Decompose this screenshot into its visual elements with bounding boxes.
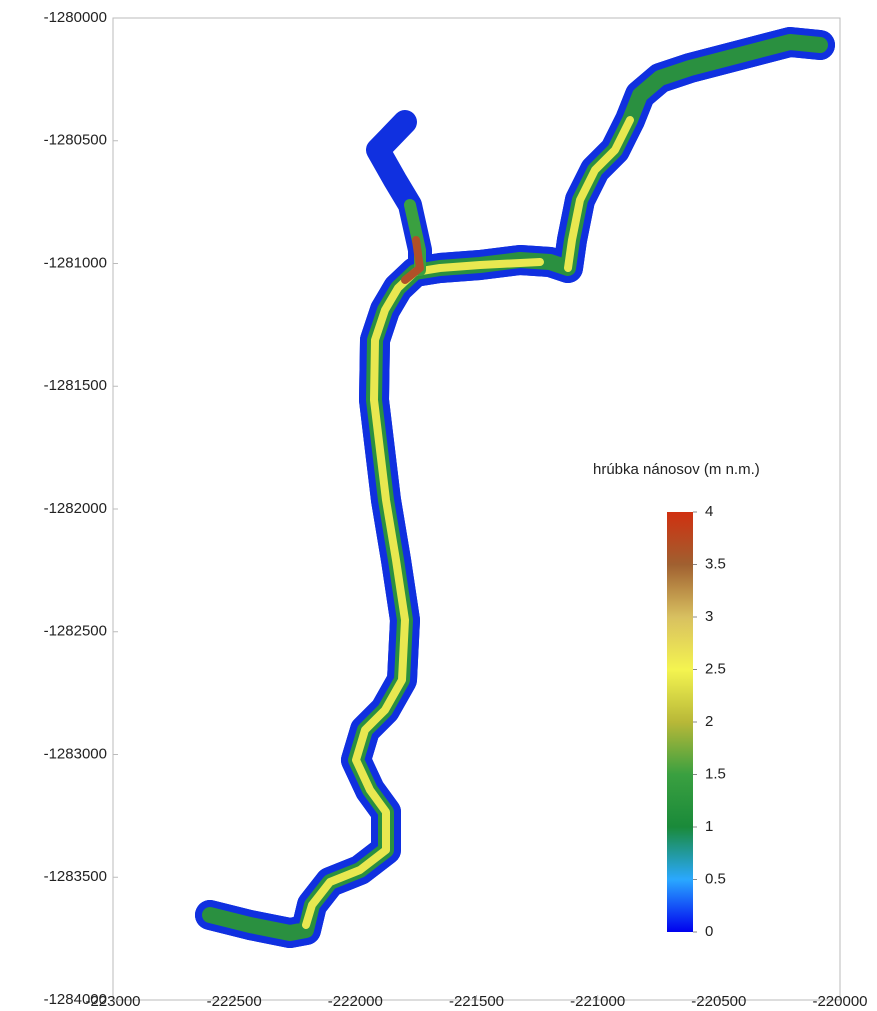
y-tick-label: -1283000 [44,745,107,762]
x-tick-label: -221500 [449,993,504,1010]
y-tick-label: -1281000 [44,254,107,271]
colorbar-tick-label: 1.5 [705,765,726,782]
y-tick-label: -1282500 [44,623,107,640]
colorbar-tick-label: 0.5 [705,870,726,887]
colorbar-title: hrúbka nánosov (m n.m.) [593,461,760,478]
colorbar-tick-label: 0 [705,923,713,940]
y-tick-label: -1281500 [44,377,107,394]
x-tick-label: -222000 [328,993,383,1010]
colorbar-tick-label: 2 [705,713,713,730]
colorbar-tick-label: 4 [705,503,713,520]
colorbar [667,512,693,932]
x-tick-label: -222500 [207,993,262,1010]
colorbar-tick-label: 3.5 [705,555,726,572]
y-tick-label: -1280500 [44,132,107,149]
y-tick-label: -1283500 [44,868,107,885]
deposit-peak [401,236,424,284]
plot-frame [112,17,841,1001]
colorbar-tick-label: 2.5 [705,660,726,677]
y-tick-label: -1282000 [44,500,107,517]
x-tick-label: -220000 [812,993,867,1010]
river [195,27,835,948]
colorbar-tick-label: 3 [705,608,713,625]
x-tick-label: -221000 [570,993,625,1010]
x-tick-label: -220500 [691,993,746,1010]
river-mid [202,34,828,941]
river-edge [195,27,835,948]
y-tick-label: -1280000 [44,9,107,26]
y-tick-label: -1284000 [44,991,107,1008]
x-tick-label: -223000 [85,993,140,1010]
colorbar-tick-label: 1 [705,818,713,835]
